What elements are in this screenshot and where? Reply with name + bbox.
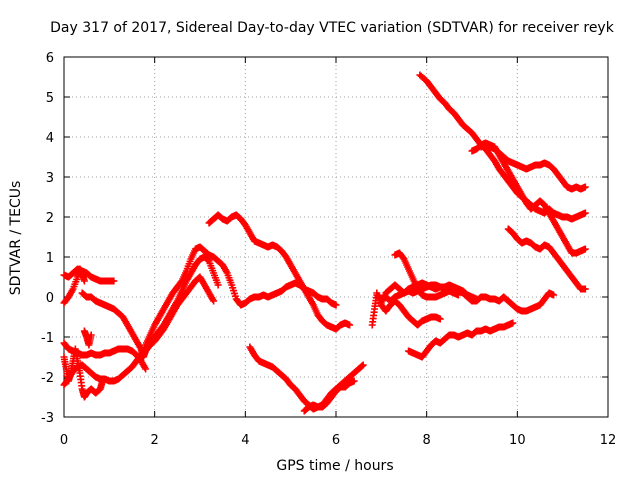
y-tick-label: 3	[46, 171, 54, 186]
series-s9	[205, 211, 354, 333]
data-points	[60, 71, 589, 415]
x-tick-label: 10	[509, 433, 526, 448]
y-tick-label: -3	[41, 411, 54, 426]
data-point	[332, 301, 340, 309]
data-point	[436, 315, 444, 323]
data-point	[110, 277, 118, 285]
series-s5	[60, 345, 107, 401]
data-point	[214, 281, 222, 289]
series-s20	[504, 225, 589, 293]
data-point	[473, 295, 481, 303]
x-tick-label: 4	[241, 433, 249, 448]
data-point	[581, 285, 589, 293]
y-tick-label: -1	[41, 331, 54, 346]
data-point	[87, 331, 95, 339]
x-tick-label: 6	[332, 433, 340, 448]
data-point	[350, 377, 358, 385]
series-s15	[377, 279, 481, 307]
data-point	[581, 209, 589, 217]
series-s19	[477, 141, 589, 193]
data-point	[550, 291, 558, 299]
y-tick-label: 2	[46, 211, 54, 226]
series-s6	[60, 253, 222, 389]
x-tick-label: 2	[151, 433, 159, 448]
series-s10	[246, 343, 367, 413]
y-tick-label: 5	[46, 91, 54, 106]
data-point	[210, 297, 218, 305]
x-axis-label: GPS time / hours	[276, 458, 393, 474]
y-tick-label: -2	[41, 371, 54, 386]
data-point	[346, 321, 354, 329]
grid-lines	[64, 57, 608, 417]
data-point	[509, 319, 517, 327]
series-s11	[300, 377, 358, 415]
series-s14	[373, 289, 444, 329]
series-s1	[60, 265, 118, 285]
x-tick-label: 12	[600, 433, 617, 448]
x-tick-label: 8	[423, 433, 431, 448]
data-point	[142, 365, 150, 373]
y-tick-label: 1	[46, 251, 54, 266]
series-s7	[80, 327, 95, 349]
y-tick-label: 6	[46, 51, 54, 66]
x-tick-label: 0	[60, 433, 68, 448]
chart-title: Day 317 of 2017, Sidereal Day-to-day VTE…	[50, 20, 615, 36]
data-point	[581, 245, 589, 253]
y-tick-label: 0	[46, 291, 54, 306]
y-tick-label: 4	[46, 131, 54, 146]
series-s17	[416, 71, 589, 223]
data-point	[359, 361, 367, 369]
series-s2	[60, 265, 88, 307]
series-s16	[405, 319, 517, 361]
y-axis-label: SDTVAR / TECUs	[8, 181, 24, 296]
data-point	[581, 183, 589, 191]
data-point	[80, 277, 88, 285]
